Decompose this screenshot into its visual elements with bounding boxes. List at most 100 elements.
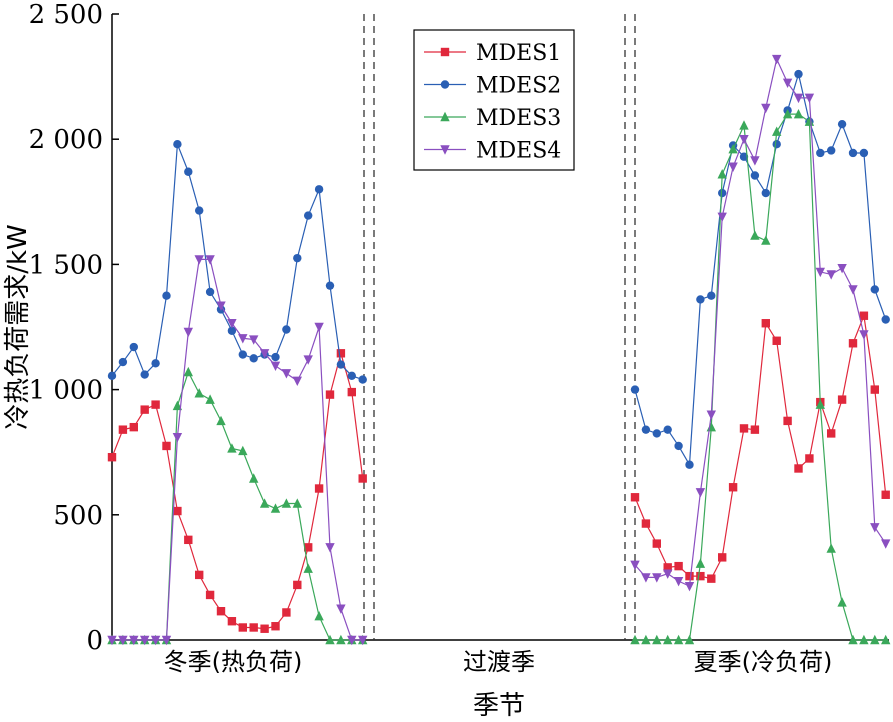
data-point [652,539,661,548]
data-point [347,635,357,646]
data-point [674,441,683,451]
data-point [238,350,247,359]
data-point [630,493,640,502]
data-point [260,624,269,633]
data-point [303,563,313,573]
data-point [793,93,804,104]
y-tick-label: 2 500 [29,0,103,30]
data-point [129,342,138,352]
data-point [358,635,368,646]
data-point [695,488,706,498]
y-tick-label: 1 500 [29,250,103,280]
legend-marker [440,111,450,122]
data-point [870,634,880,645]
data-point [205,394,215,404]
data-point [826,543,836,553]
data-point [717,169,727,179]
legend-marker [440,47,450,57]
data-point [140,370,149,379]
data-point [673,576,684,587]
data-point [827,429,836,438]
data-point [761,188,770,198]
data-point [216,607,226,616]
data-point [140,635,150,646]
data-point [772,126,782,136]
data-point [314,611,324,621]
y-axis-ticks: 0 500 1 000 1 500 2 000 2 500 [29,0,119,656]
legend: MDES1 MDES2 MDES3 MDES4 [413,29,575,171]
data-point [630,385,640,394]
data-point [184,535,193,545]
data-point [815,267,825,278]
data-point [804,93,815,104]
series-line-winter [111,143,363,381]
data-point [718,553,727,562]
data-point [281,498,292,508]
legend-label: MDES2 [476,74,561,99]
data-point [183,366,193,377]
series-mdes1 [107,311,890,633]
y-axis-title: 冷热负荷需求/kW [3,224,33,430]
data-point [728,162,738,172]
series-line-winter [111,351,364,630]
axes [111,14,889,641]
data-point [150,635,161,646]
data-point [314,185,324,194]
data-point [304,211,313,220]
data-point [172,400,183,411]
data-point [739,120,749,130]
data-point [205,590,215,600]
data-point [172,432,183,443]
data-point [837,119,847,129]
data-point [216,415,226,426]
y-tick-label: 2 000 [29,125,103,155]
legend-label: MDES3 [476,106,561,131]
data-point [347,371,356,381]
data-point [238,623,247,632]
data-point [161,635,172,646]
data-point [336,349,346,358]
data-point [336,360,346,369]
data-point [118,425,128,434]
data-point [107,371,117,381]
data-point [249,473,259,483]
data-point [794,464,803,473]
series-line-summer [634,57,887,588]
data-point [728,483,738,492]
data-point [783,416,792,426]
series-mdes2 [107,69,890,469]
data-point [293,253,302,263]
data-point [259,498,270,508]
data-point [870,523,880,533]
data-point [652,429,661,438]
data-point [205,255,215,265]
data-point [837,395,847,404]
data-point [184,167,193,176]
data-point [750,425,760,434]
data-point [826,270,836,280]
data-point [249,623,258,632]
data-point [238,445,248,456]
data-point [761,235,771,245]
data-point [652,573,662,583]
data-point [270,361,281,372]
data-point [739,424,749,433]
data-point [314,322,324,333]
data-point [183,327,193,338]
legend-label: MDES1 [476,41,561,66]
data-point [696,571,705,581]
data-point [761,319,770,328]
data-point [663,569,673,579]
data-point [173,140,182,149]
data-point [870,285,879,294]
data-point [750,171,760,180]
data-point [750,156,760,166]
data-point [630,634,640,645]
data-point [282,608,291,617]
data-point [684,634,695,645]
data-point [227,326,237,335]
data-point [772,54,782,65]
data-point [652,634,662,645]
data-point [227,443,237,453]
